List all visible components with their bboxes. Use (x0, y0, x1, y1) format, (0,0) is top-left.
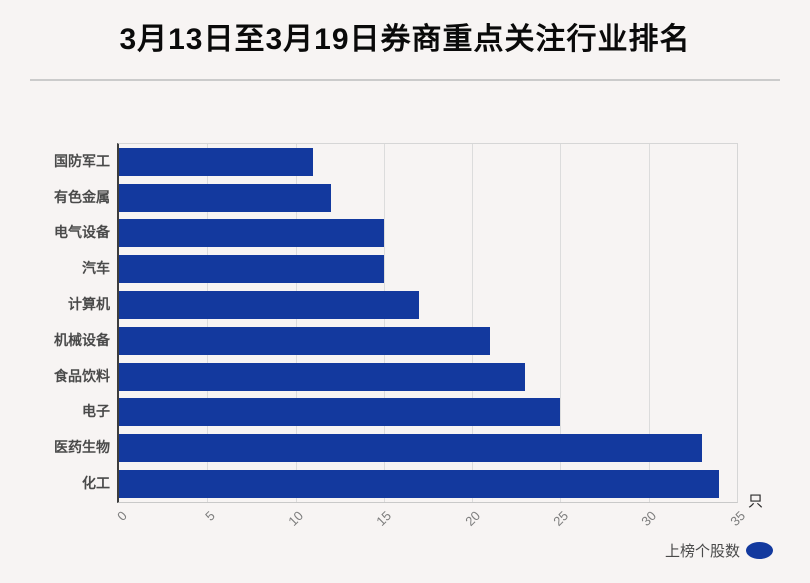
category-label: 机械设备 (54, 331, 110, 348)
bar (119, 362, 526, 391)
legend: 上榜个股数 (665, 540, 773, 561)
bar (119, 255, 384, 284)
x-tick-label: 35 (726, 508, 748, 529)
bar-row (119, 251, 737, 287)
category-label: 汽车 (82, 260, 110, 277)
legend-label: 上榜个股数 (664, 543, 740, 560)
x-tick-label: 30 (638, 508, 660, 529)
x-tick-label: 5 (202, 508, 218, 524)
bar (119, 219, 384, 248)
category-label: 食品饮料 (54, 367, 110, 384)
bar (119, 291, 420, 320)
category-label: 电气设备 (54, 224, 110, 241)
category-label: 电子 (82, 403, 110, 420)
title-divider (30, 79, 780, 81)
category-label: 国防军工 (54, 152, 110, 169)
bar-row (119, 144, 737, 180)
gridline (295, 144, 297, 502)
x-tick-label: 15 (373, 508, 395, 529)
category-label: 有色金属 (54, 188, 110, 205)
bar-row (119, 323, 737, 359)
bar-row (119, 430, 737, 466)
y-axis-labels: 国防军工有色金属电气设备汽车计算机机械设备食品饮料电子医药生物化工 (0, 143, 110, 501)
bar (119, 434, 702, 463)
gridline (560, 144, 562, 502)
gridline (207, 144, 209, 502)
bar-row (119, 466, 737, 502)
x-tick-label: 0 (113, 508, 130, 524)
bar-row (119, 359, 737, 395)
bar (119, 470, 720, 499)
plot-area (117, 143, 738, 503)
x-tick-label: 10 (285, 508, 307, 529)
x-tick-label: 25 (550, 508, 572, 529)
bar (119, 147, 314, 176)
category-label: 医药生物 (54, 439, 110, 456)
x-tick-label: 20 (461, 508, 483, 529)
category-label: 化工 (82, 475, 110, 492)
gridline (383, 144, 385, 502)
bar (119, 326, 490, 355)
category-label: 计算机 (68, 296, 110, 313)
gridline (472, 144, 474, 502)
bar (119, 183, 331, 212)
bar-row (119, 180, 737, 216)
chart-title: 3月13日至3月19日券商重点关注行业排名 (119, 23, 691, 56)
bar-row (119, 287, 737, 323)
gridline (648, 144, 650, 502)
bar (119, 398, 561, 427)
legend-marker-ellipse (746, 542, 773, 559)
bar-row (119, 216, 737, 252)
axis-unit-label: 只 (748, 493, 764, 510)
bar-row (119, 395, 737, 431)
